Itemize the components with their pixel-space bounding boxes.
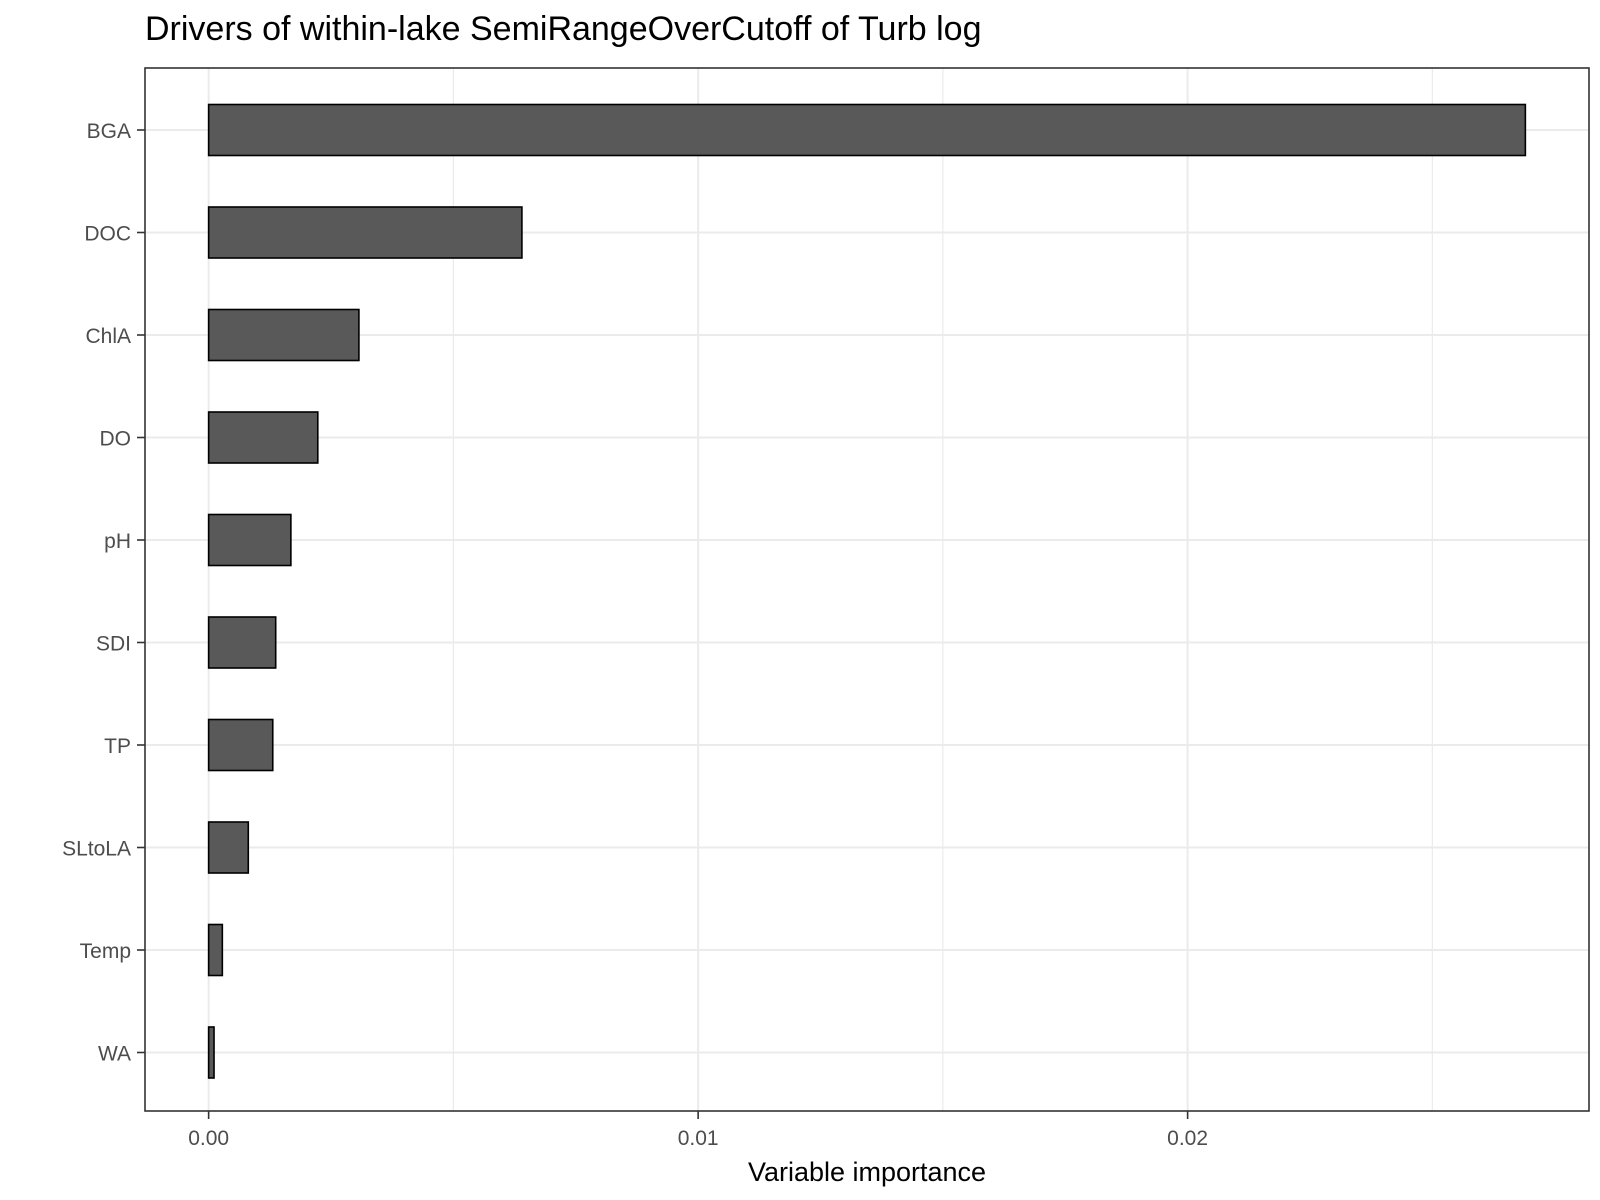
- y-tick-label: DO: [100, 428, 132, 451]
- bar-doc: [207, 206, 523, 259]
- y-tick-label: WA: [98, 1043, 131, 1066]
- bar-sltola: [207, 821, 250, 874]
- bar-sdi: [207, 616, 277, 669]
- y-tick-label: BGA: [87, 120, 131, 143]
- bars: [207, 103, 1527, 1079]
- y-tick-label: SDI: [96, 633, 131, 656]
- bar-do: [207, 411, 319, 464]
- bar-ph: [207, 513, 292, 567]
- y-tick-label: SLtoLA: [62, 838, 131, 861]
- bar-tp: [207, 718, 274, 772]
- bar-temp: [207, 923, 224, 977]
- x-tick-label: 0.00: [188, 1127, 229, 1150]
- x-axis-title: Variable importance: [748, 1157, 986, 1187]
- chart-title: Drivers of within-lake SemiRangeOverCuto…: [145, 10, 982, 48]
- bar-wa: [207, 1026, 215, 1079]
- panel-border: [144, 67, 1590, 1112]
- y-tick-label: Temp: [80, 940, 131, 963]
- y-tick-label: pH: [104, 530, 131, 553]
- y-tick-label: TP: [104, 735, 131, 758]
- x-tick-label: 0.01: [678, 1127, 719, 1150]
- axes: BGA DOC ChlA DO pH SDI TP SLtoLA Temp WA 0.00 0.01 0…: [62, 120, 1208, 1150]
- y-tick-label: DOC: [84, 223, 131, 246]
- bar-bga: [207, 103, 1527, 157]
- x-tick-label: 0.02: [1167, 1127, 1208, 1150]
- bar-chla: [207, 308, 360, 362]
- y-tick-label: ChlA: [85, 325, 131, 348]
